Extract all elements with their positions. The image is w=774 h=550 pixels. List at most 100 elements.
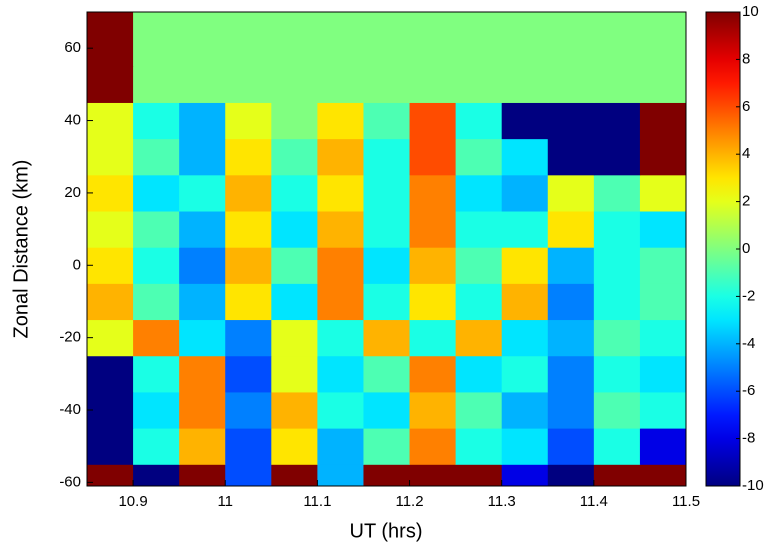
- y-tick-label: 60: [64, 39, 81, 56]
- heatmap-cell: [547, 283, 595, 321]
- x-tick-label: 11.2: [395, 493, 423, 510]
- heatmap-cell: [363, 138, 411, 176]
- heatmap-cell: [639, 174, 687, 212]
- heatmap-cell: [455, 102, 503, 140]
- heatmap-cell: [593, 211, 641, 248]
- heatmap-cell: [501, 355, 549, 393]
- heatmap-cell: [179, 174, 226, 212]
- x-tick-label: 11.5: [672, 493, 700, 510]
- heatmap-cell: [501, 102, 549, 140]
- heatmap-cell: [639, 428, 687, 465]
- colorbar-tick-label: -8: [742, 430, 755, 447]
- heatmap-cell: [179, 428, 226, 465]
- heatmap-cell: [501, 12, 549, 67]
- heatmap-cell: [409, 247, 457, 284]
- heatmap-cell: [409, 464, 457, 487]
- heatmap-cell: [225, 247, 272, 284]
- heatmap-cell: [593, 138, 641, 176]
- heatmap-cell: [271, 12, 318, 67]
- heatmap-cell: [87, 211, 134, 248]
- heatmap-cell: [317, 283, 364, 321]
- heatmap-cell: [133, 355, 180, 393]
- heatmap-cell: [363, 283, 411, 321]
- heatmap-cell: [409, 355, 457, 393]
- y-axis-label: Zonal Distance (km): [10, 160, 32, 339]
- colorbar-tick-label: 6: [742, 98, 750, 115]
- heatmap-cell: [271, 283, 318, 321]
- heatmap-cell: [409, 66, 457, 103]
- heatmap-cell: [409, 174, 457, 212]
- heatmap-cell: [501, 283, 549, 321]
- heatmap-cell: [271, 247, 318, 284]
- colorbar-tick-label: 2: [742, 193, 750, 210]
- heatmap-cell: [639, 138, 687, 176]
- heatmap-cell: [271, 211, 318, 248]
- heatmap-cell: [547, 174, 595, 212]
- heatmap-cell: [455, 391, 503, 429]
- heatmap-cell: [317, 319, 364, 357]
- heatmap-cell: [317, 66, 364, 103]
- heatmap-cell: [179, 319, 226, 357]
- heatmap-cell: [133, 247, 180, 284]
- heatmap-cell: [133, 319, 180, 357]
- heatmap-cell: [639, 247, 687, 284]
- heatmap-cell: [87, 319, 134, 357]
- x-tick-label: 11.4: [580, 493, 608, 510]
- heatmap-cell: [271, 428, 318, 465]
- heatmap-cell: [501, 428, 549, 465]
- heatmap-cell: [87, 283, 134, 321]
- heatmap-cell: [87, 355, 134, 393]
- heatmap-cell: [501, 66, 549, 103]
- heatmap-cell: [225, 102, 272, 140]
- heatmap-cell: [133, 66, 180, 103]
- heatmap-cell: [547, 12, 595, 67]
- y-tick-label: -40: [59, 401, 81, 418]
- heatmap-cell: [639, 12, 687, 67]
- heatmap-cell: [87, 66, 134, 103]
- heatmap-cell: [363, 319, 411, 357]
- heatmap-cell: [87, 464, 134, 487]
- heatmap-cell: [455, 138, 503, 176]
- heatmap-cell: [593, 247, 641, 284]
- heatmap-cell: [501, 211, 549, 248]
- heatmap-cell: [87, 138, 134, 176]
- heatmap-cell: [547, 464, 595, 487]
- heatmap-cell: [547, 211, 595, 248]
- heatmap-cell: [87, 102, 134, 140]
- heatmap-cell: [225, 319, 272, 357]
- colorbar-tick-label: -2: [742, 287, 755, 304]
- heatmap-cell: [593, 66, 641, 103]
- heatmap-cell: [317, 464, 364, 487]
- heatmap-cell: [317, 247, 364, 284]
- heatmap-cell: [593, 391, 641, 429]
- heatmap-cell: [225, 138, 272, 176]
- heatmap-cell: [501, 319, 549, 357]
- heatmap-cell: [639, 355, 687, 393]
- heatmap-cell: [455, 428, 503, 465]
- heatmap-cell: [593, 355, 641, 393]
- heatmap-cell: [409, 428, 457, 465]
- heatmap-cell: [317, 391, 364, 429]
- heatmap-cell: [317, 428, 364, 465]
- heatmap-cell: [271, 355, 318, 393]
- heatmap-cell: [271, 66, 318, 103]
- heatmap-cell: [271, 174, 318, 212]
- heatmap-cell: [271, 464, 318, 487]
- heatmap-cell: [317, 12, 364, 67]
- heatmap-cell: [547, 102, 595, 140]
- heatmap-cell: [501, 247, 549, 284]
- heatmap-cell: [455, 283, 503, 321]
- heatmap-cell: [593, 102, 641, 140]
- heatmap-cell: [87, 428, 134, 465]
- heatmap-cell: [133, 211, 180, 248]
- heatmap-cell: [547, 319, 595, 357]
- plot-frame: [86, 11, 687, 487]
- heatmap-cell: [133, 12, 180, 67]
- heatmap-cell: [593, 12, 641, 67]
- heatmap-cell: [455, 319, 503, 357]
- colorbar: [705, 11, 741, 487]
- heatmap-cell: [179, 355, 226, 393]
- heatmap-cell: [409, 391, 457, 429]
- heatmap-cell: [363, 174, 411, 212]
- heatmap-cell: [455, 211, 503, 248]
